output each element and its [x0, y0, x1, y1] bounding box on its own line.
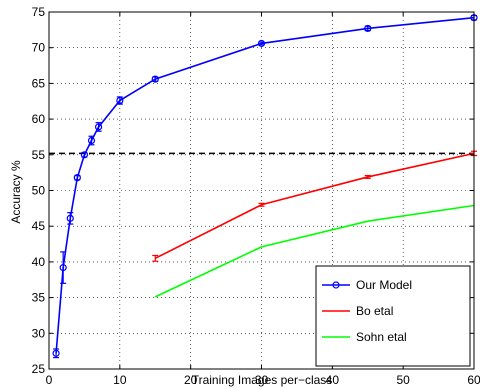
x-tick-label: 40 [326, 373, 340, 387]
legend: Our Model Bo etal Sohn etal [315, 265, 471, 367]
data-point [94, 123, 103, 131]
y-axis-label: Accuracy % [9, 160, 23, 224]
ticks: 0 10 20 30 40 50 60 25 30 35 40 45 50 55 60 65 70 75 [32, 5, 480, 387]
data-point [151, 75, 159, 83]
data-point [73, 174, 81, 182]
data-point [364, 24, 372, 33]
series-our-model [52, 14, 478, 359]
series-line [154, 204, 475, 298]
x-tick-label: 60 [467, 373, 480, 387]
y-tick-label: 50 [32, 184, 46, 198]
legend-label-our-model: Our Model [356, 278, 412, 292]
y-tick-label: 45 [32, 219, 46, 233]
data-point [87, 136, 96, 145]
x-tick-label: 0 [46, 373, 53, 387]
data-point [52, 349, 60, 357]
grid [49, 12, 474, 369]
y-tick-label: 70 [32, 41, 46, 55]
x-tick-label: 50 [396, 373, 410, 387]
x-tick-label: 10 [113, 373, 127, 387]
x-tick-label: 30 [255, 373, 269, 387]
series-group [52, 14, 478, 359]
data-point [66, 214, 74, 222]
data-point [116, 96, 124, 105]
y-tick-label: 35 [32, 291, 46, 305]
y-tick-label: 40 [32, 255, 46, 269]
legend-label-sohn-etal: Sohn etal [356, 330, 407, 344]
y-tick-label: 30 [32, 326, 46, 340]
series-line [55, 16, 475, 354]
x-axis-label: Training Images per−class [192, 373, 333, 387]
series-sohn-etal [154, 204, 475, 298]
legend-label-bo-etal: Bo etal [356, 304, 393, 318]
legend-box [315, 265, 471, 367]
y-tick-label: 65 [32, 76, 46, 90]
series-line [154, 152, 475, 260]
y-tick-label: 55 [32, 148, 46, 162]
y-tick-label: 75 [32, 5, 46, 19]
data-point [257, 39, 266, 48]
legend-marker-our-model [332, 281, 340, 289]
data-point [59, 264, 67, 272]
x-tick-label: 20 [184, 373, 198, 387]
data-point [80, 151, 89, 159]
y-tick-label: 25 [32, 362, 46, 376]
y-tick-label: 60 [32, 112, 46, 126]
